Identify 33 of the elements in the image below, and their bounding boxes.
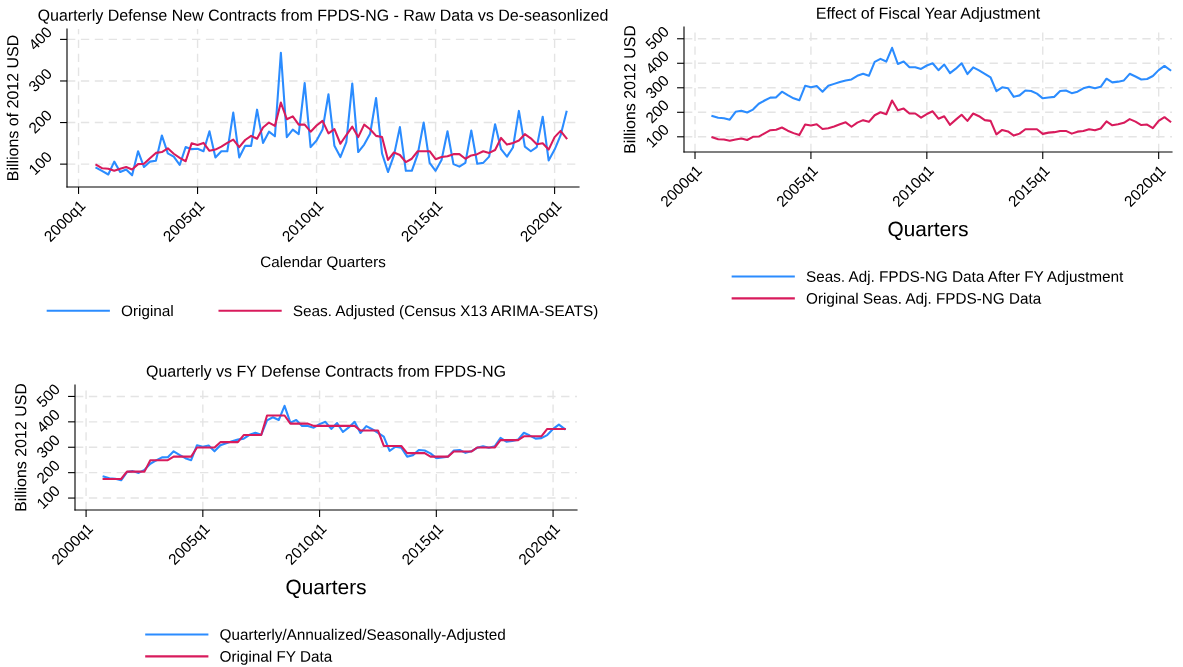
line-series [95, 101, 568, 172]
chart-title: Quarterly vs FY Defense Contracts from FPDS-NG [146, 365, 505, 380]
y-tick-label: 300 [35, 433, 61, 459]
y-tick-label: 100 [36, 484, 61, 510]
chart-title: Quarterly Defense New Contracts from FPDS-NG - Raw Data vs De-seasonlized [38, 9, 608, 24]
legend-label: Original FY Data [220, 650, 333, 665]
y-tick-label: 100 [28, 150, 53, 176]
y-tick-label: 400 [644, 49, 670, 75]
y-tick-label: 400 [35, 408, 61, 434]
y-axis-title: Billions 2012 USD [623, 25, 636, 153]
x-axis-title: Quarters [888, 221, 968, 241]
legend-label: Quarterly/Annualized/Seasonally-Adjusted [220, 628, 505, 643]
y-tick-label: 300 [27, 67, 53, 93]
y-tick-label: 500 [644, 25, 670, 51]
x-axis-title: Quarters [286, 579, 366, 599]
y-axis-title: Billions 2012 USD [14, 383, 27, 511]
line-series [711, 46, 1172, 121]
y-tick-label: 300 [644, 74, 670, 100]
x-axis-title: Calendar Quarters [260, 256, 386, 270]
line-series [711, 99, 1172, 142]
y-tick-label: 200 [27, 109, 53, 134]
chart-title: Effect of Fiscal Year Adjustment [817, 7, 1041, 22]
legend-label: Seas. Adjusted (Census X13 ARIMA-SEATS) [293, 305, 598, 320]
legend-label: Seas. Adj. FPDS-NG Data After FY Adjustment [806, 270, 1124, 285]
y-axis-title: Billions of 2012 USD [6, 35, 19, 180]
line-series [95, 51, 568, 177]
y-tick-label: 100 [645, 123, 670, 148]
y-tick-label: 200 [35, 459, 61, 485]
y-tick-label: 400 [27, 26, 53, 52]
y-tick-label: 200 [644, 98, 670, 124]
legend-label: Original Seas. Adj. FPDS-NG Data [806, 292, 1042, 307]
legend-label: Original [121, 305, 173, 320]
y-tick-label: 500 [35, 383, 61, 408]
